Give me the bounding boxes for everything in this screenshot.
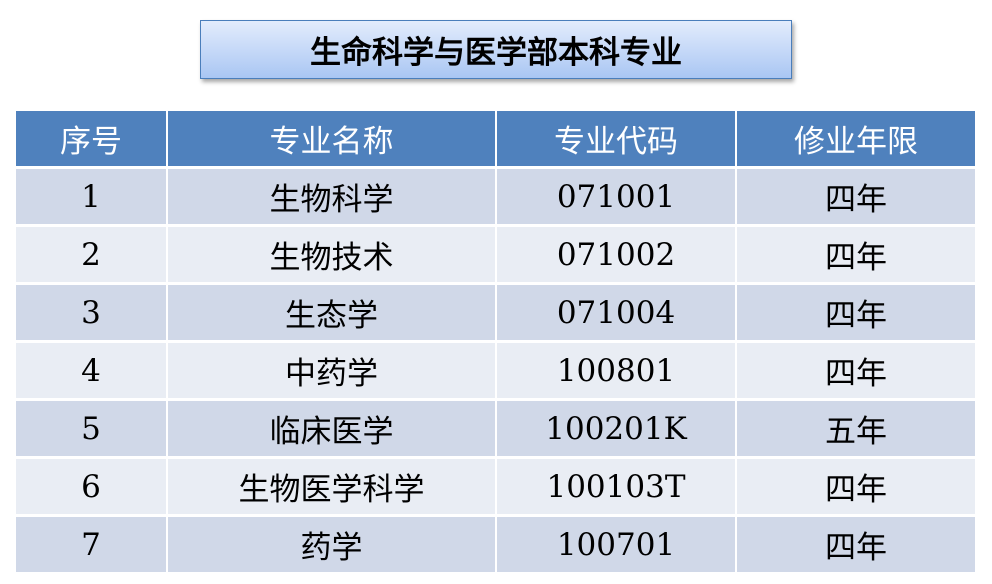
cell-name: 中药学 [168, 343, 495, 398]
cell-index: 6 [16, 459, 166, 514]
cell-code: 071002 [497, 227, 735, 282]
table-row: 3 生态学 071004 四年 [16, 285, 975, 340]
majors-table: 序号 专业名称 专业代码 修业年限 1 生物科学 071001 四年 2 生物技术 0710… [14, 108, 977, 575]
table-header-row: 序号 专业名称 专业代码 修业年限 [16, 111, 975, 166]
table-row: 1 生物科学 071001 四年 [16, 169, 975, 224]
cell-name: 生物技术 [168, 227, 495, 282]
cell-duration: 四年 [737, 343, 975, 398]
header-name: 专业名称 [168, 111, 495, 166]
cell-duration: 五年 [737, 401, 975, 456]
cell-code: 100103T [497, 459, 735, 514]
cell-duration: 四年 [737, 517, 975, 572]
cell-duration: 四年 [737, 227, 975, 282]
cell-index: 3 [16, 285, 166, 340]
header-duration: 修业年限 [737, 111, 975, 166]
cell-duration: 四年 [737, 459, 975, 514]
cell-code: 100201K [497, 401, 735, 456]
cell-code: 100801 [497, 343, 735, 398]
cell-code: 100701 [497, 517, 735, 572]
header-index: 序号 [16, 111, 166, 166]
table-row: 2 生物技术 071002 四年 [16, 227, 975, 282]
page-title: 生命科学与医学部本科专业 [200, 20, 792, 79]
cell-name: 生物医学科学 [168, 459, 495, 514]
cell-name: 药学 [168, 517, 495, 572]
cell-duration: 四年 [737, 169, 975, 224]
cell-index: 1 [16, 169, 166, 224]
table-row: 4 中药学 100801 四年 [16, 343, 975, 398]
table-row: 7 药学 100701 四年 [16, 517, 975, 572]
cell-code: 071001 [497, 169, 735, 224]
cell-index: 4 [16, 343, 166, 398]
cell-duration: 四年 [737, 285, 975, 340]
cell-code: 071004 [497, 285, 735, 340]
cell-index: 7 [16, 517, 166, 572]
cell-index: 5 [16, 401, 166, 456]
cell-name: 生态学 [168, 285, 495, 340]
table-row: 6 生物医学科学 100103T 四年 [16, 459, 975, 514]
table-row: 5 临床医学 100201K 五年 [16, 401, 975, 456]
cell-name: 临床医学 [168, 401, 495, 456]
cell-name: 生物科学 [168, 169, 495, 224]
header-code: 专业代码 [497, 111, 735, 166]
cell-index: 2 [16, 227, 166, 282]
